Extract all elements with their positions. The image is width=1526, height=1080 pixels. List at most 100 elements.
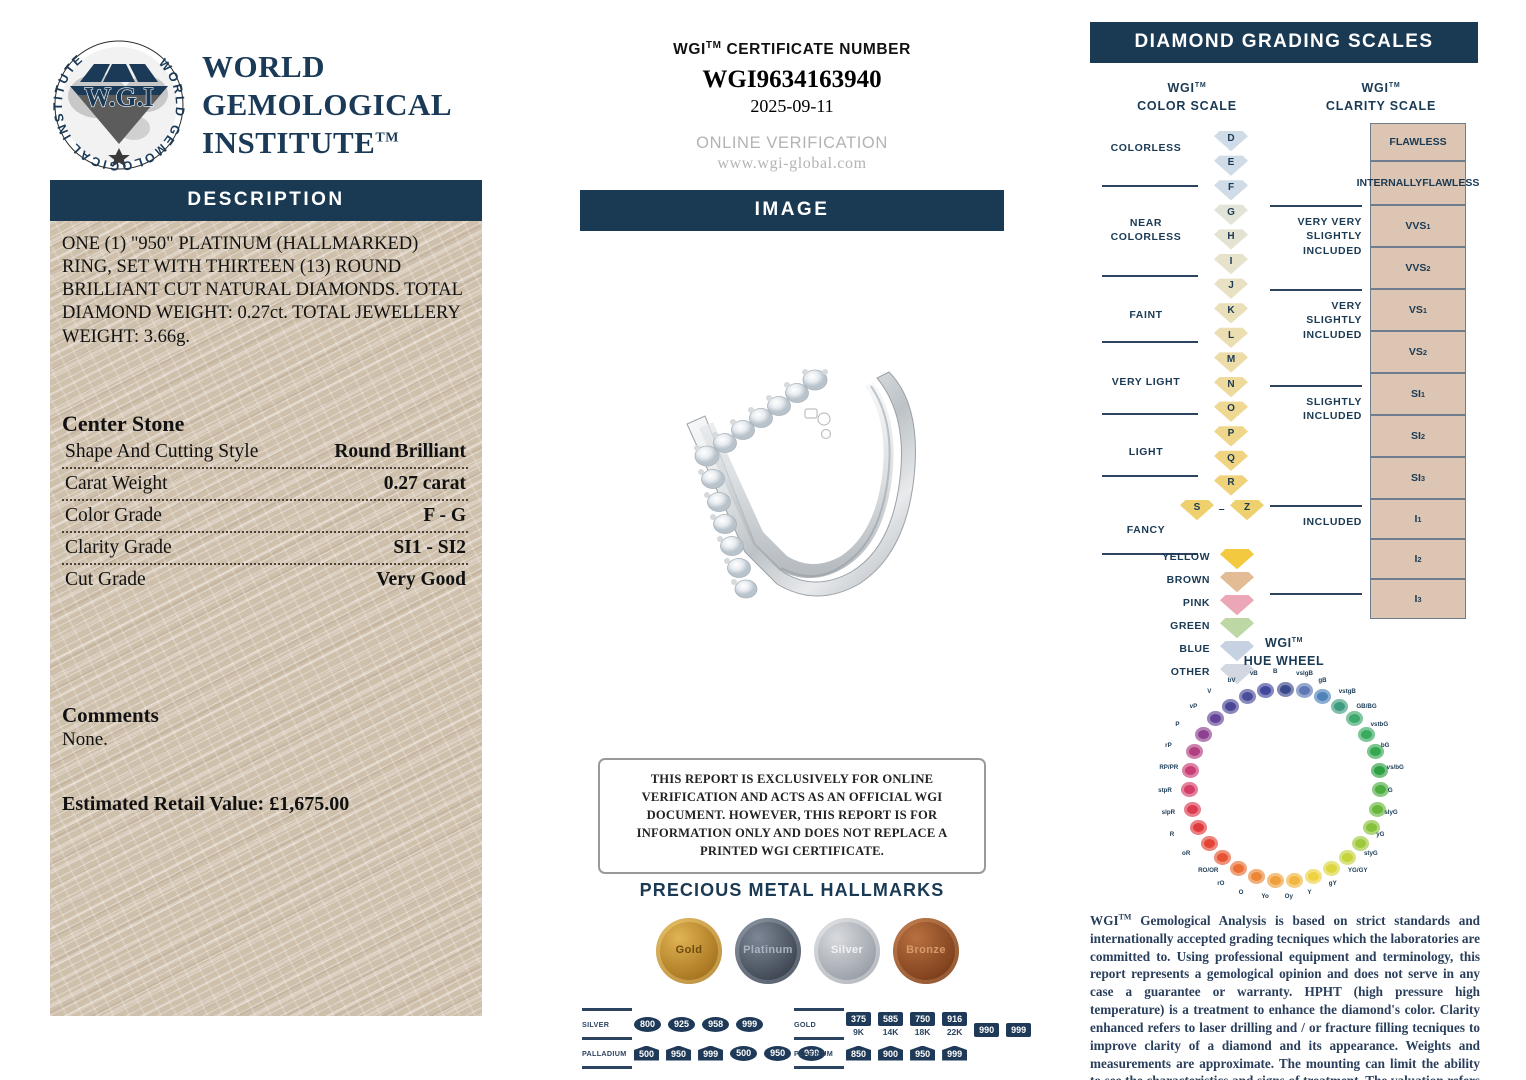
grading-scales-band-title: DIAMOND GRADING SCALES bbox=[1090, 22, 1478, 63]
clarity-grade-box: SI 3 bbox=[1370, 457, 1466, 500]
row-value: Round Brilliant bbox=[334, 440, 466, 462]
table-row: Color Grade F - G bbox=[62, 501, 468, 533]
hallmark-label-platinum: PLATINUM bbox=[794, 1048, 833, 1058]
mark: 950 bbox=[910, 1045, 936, 1061]
hue-label: Y bbox=[1307, 888, 1312, 896]
hallmark-values-palladium: 500 950 999 500 950 999 bbox=[634, 1045, 826, 1061]
hue-swatch bbox=[1369, 801, 1387, 817]
hue-swatch bbox=[1295, 683, 1313, 699]
row-label: Clarity Grade bbox=[65, 536, 172, 558]
hallmark-row-gold: GOLD 375 9K 585 14K 750 18K bbox=[794, 1011, 1032, 1037]
diamond-grade-icon: F bbox=[1214, 178, 1248, 201]
clarity-scale-header: WGITM CLARITY SCALE bbox=[1325, 81, 1437, 114]
diamond-grade-icon: D bbox=[1214, 129, 1248, 152]
mark: 900 bbox=[878, 1045, 904, 1061]
precious-metal-hallmarks-title: PRECIOUS METAL HALLMARKS bbox=[639, 880, 945, 900]
row-value: Very Good bbox=[376, 568, 466, 590]
fancy-color-label: OTHER bbox=[1170, 666, 1210, 679]
hallmark-coins: Gold Platinum Silver Bronze bbox=[656, 918, 959, 984]
fancy-color-label: BROWN bbox=[1166, 574, 1210, 587]
color-scale-header: WGITM COLOR SCALE bbox=[1137, 81, 1237, 114]
divider bbox=[582, 1066, 632, 1069]
hue-label: O bbox=[1238, 888, 1244, 896]
fancy-color-label: YELLOW bbox=[1162, 551, 1210, 564]
diamond-grade-icon: E bbox=[1214, 154, 1248, 176]
mark: 990 bbox=[974, 1022, 1000, 1037]
hallmark-row-palladium: PALLADIUM 500 950 999 500 950 999 bbox=[582, 1040, 826, 1066]
fancy-color-diamond-icon bbox=[1220, 662, 1254, 685]
divider bbox=[1270, 593, 1362, 596]
ring-photo bbox=[580, 231, 1004, 701]
divider bbox=[794, 1066, 844, 1069]
hallmark-values-gold: 375 9K 585 14K 750 18K 916 bbox=[846, 1011, 1032, 1037]
fancy-color-diamond-icon bbox=[1220, 547, 1254, 570]
verification-url[interactable]: www.wgi-global.com bbox=[717, 155, 867, 173]
fancy-color-label: GREEN bbox=[1170, 620, 1210, 633]
mark: 750 bbox=[910, 1011, 936, 1026]
hue-swatch bbox=[1206, 711, 1224, 727]
hue-label: V bbox=[1207, 688, 1212, 696]
hue-label: Yo bbox=[1261, 893, 1269, 901]
mark-cell: 375 9K bbox=[846, 1011, 872, 1037]
coin-platinum-icon: Platinum bbox=[735, 918, 801, 984]
color-group-label: LIGHT bbox=[1128, 446, 1164, 459]
grading-scales-column: DIAMOND GRADING SCALES WGITM COLOR SCALE… bbox=[1090, 22, 1480, 1080]
divider bbox=[1102, 275, 1198, 278]
divider bbox=[1270, 289, 1362, 292]
diamond-grade-icon: M bbox=[1214, 351, 1248, 373]
divider bbox=[1102, 475, 1198, 478]
hue-label: slyG bbox=[1384, 809, 1398, 817]
divider bbox=[582, 1037, 632, 1040]
certificate-date: 2025-09-11 bbox=[750, 96, 834, 117]
hue-label: yG bbox=[1376, 830, 1385, 838]
clarity-grade-box: SI 1 bbox=[1370, 373, 1466, 416]
mark-cell: 999 bbox=[1006, 1022, 1032, 1037]
estimated-retail-value: Estimated Retail Value: £1,675.00 bbox=[62, 792, 350, 815]
brand-name: WORLD GEMOLOGICAL INSTITUTETM bbox=[202, 48, 452, 161]
image-band-title: IMAGE bbox=[580, 190, 1004, 232]
hallmark-label-gold: GOLD bbox=[794, 1019, 816, 1029]
hue-label: gB bbox=[1318, 677, 1327, 685]
hue-swatch bbox=[1346, 711, 1364, 727]
hue-label: P bbox=[1175, 721, 1180, 729]
hallmark-label-silver: SILVER bbox=[582, 1019, 610, 1029]
hue-label: bV bbox=[1227, 677, 1236, 685]
mark: 958 bbox=[702, 1016, 730, 1032]
fancy-color-diamond-icon bbox=[1220, 570, 1254, 593]
hue-swatch bbox=[1286, 873, 1304, 888]
hue-label: bG bbox=[1380, 741, 1390, 749]
color-group-label: VERY LIGHT bbox=[1111, 376, 1181, 389]
color-group-label: FAINT bbox=[1129, 309, 1163, 322]
fancy-color-diamond-icon bbox=[1220, 616, 1254, 639]
mark-karat: 9K bbox=[853, 1026, 864, 1037]
hue-label: stpR bbox=[1158, 786, 1172, 794]
hallmark-values-platinum: 850 900 950 999 bbox=[846, 1045, 968, 1061]
hallmark-label-palladium: PALLADIUM bbox=[582, 1048, 627, 1058]
mark-karat: 18K bbox=[914, 1026, 931, 1037]
mark-cell: 916 22K bbox=[942, 1011, 968, 1037]
coin-bronze-icon: Bronze bbox=[893, 918, 959, 984]
footer-disclaimer: WGITM Gemological Analysis is based on s… bbox=[1090, 912, 1480, 1080]
diamond-grade-icon: K bbox=[1214, 301, 1248, 324]
table-row: Shape And Cutting Style Round Brilliant bbox=[62, 437, 468, 469]
online-verification: ONLINE VERIFICATION www.wgi-global.com bbox=[580, 134, 1004, 173]
scale-body: COLORLESS NEAR COLORLESS FAINT VERY LIGHT LIG… bbox=[1090, 123, 1479, 685]
hue-swatch bbox=[1314, 689, 1332, 705]
hallmark-row-silver: SILVER 800 925 958 999 bbox=[582, 1011, 794, 1037]
hue-swatch bbox=[1183, 801, 1201, 817]
hue-label: rO bbox=[1217, 879, 1225, 887]
clarity-group-label: SLIGHTLY INCLUDED bbox=[1302, 396, 1362, 423]
brand-name-line2: GEMOLOGICAL bbox=[202, 87, 453, 123]
diamond-grade-icon: N bbox=[1214, 375, 1248, 398]
table-row: Clarity Grade SI1 - SI2 bbox=[62, 533, 468, 565]
mark: 925 bbox=[668, 1016, 696, 1032]
row-value: F - G bbox=[423, 504, 466, 526]
hue-label: slpR bbox=[1161, 809, 1176, 817]
center-stone-title: Center Stone bbox=[62, 410, 185, 436]
hue-label: vslgB bbox=[1296, 670, 1313, 678]
mark: 375 bbox=[846, 1011, 872, 1026]
hue-label: B bbox=[1273, 668, 1278, 675]
row-label: Color Grade bbox=[65, 504, 162, 526]
